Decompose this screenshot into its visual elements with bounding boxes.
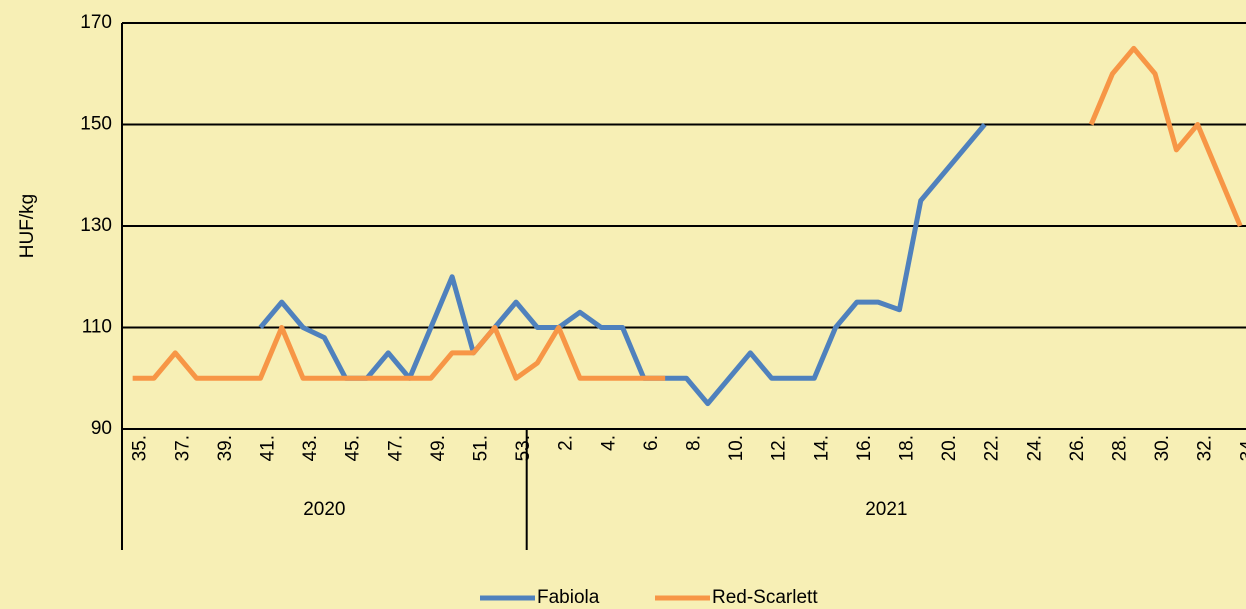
x-tick-label: 28.: [1109, 435, 1130, 461]
y-tick-label: 130: [80, 215, 112, 236]
x-tick-label: 26.: [1067, 435, 1088, 461]
x-tick-label: 20.: [939, 435, 960, 461]
x-tick-label: 10.: [726, 435, 747, 461]
y-tick-label: 90: [91, 418, 112, 439]
x-tick-label: 14.: [811, 435, 832, 461]
x-tick-label: 32.: [1195, 435, 1216, 461]
line-series: [258, 122, 987, 407]
legend-label: Fabiola: [537, 587, 600, 608]
x-tick-label: 43.: [300, 435, 321, 461]
y-axis-label: HUF/kg: [17, 194, 38, 258]
x-tick-label: 12.: [769, 435, 790, 461]
x-tick-label: 2.: [556, 435, 577, 451]
x-tick-label: 39.: [215, 435, 236, 461]
x-tick-label: 18.: [896, 435, 917, 461]
x-tick-label: 16.: [854, 435, 875, 461]
line-series: [1088, 45, 1243, 227]
x-tick-label: 22.: [982, 435, 1003, 461]
x-tick-label: 45.: [343, 435, 364, 461]
x-tick-label: 51.: [470, 435, 491, 461]
x-tick-label: 30.: [1152, 435, 1173, 461]
x-tick-label: 34.: [1237, 435, 1246, 461]
x-tick-label: 35.: [130, 435, 151, 461]
y-tick-label: 150: [80, 114, 112, 135]
x-group-label: 2021: [865, 499, 907, 520]
x-tick-label: 47.: [385, 435, 406, 461]
x-tick-label: 24.: [1024, 435, 1045, 461]
x-tick-label: 53.: [513, 435, 534, 461]
x-tick-label: 41.: [257, 435, 278, 461]
x-tick-label: 6.: [641, 435, 662, 451]
legend-label: Red-Scarlett: [712, 587, 818, 608]
y-tick-label: 110: [82, 317, 112, 338]
x-tick-label: 49.: [428, 435, 449, 461]
x-tick-label: 4.: [598, 435, 619, 451]
line-series: [132, 325, 666, 381]
x-tick-label: 37.: [172, 435, 193, 461]
x-tick-label: 8.: [683, 435, 704, 451]
x-group-label: 2020: [303, 499, 345, 520]
y-tick-label: 170: [80, 12, 112, 33]
